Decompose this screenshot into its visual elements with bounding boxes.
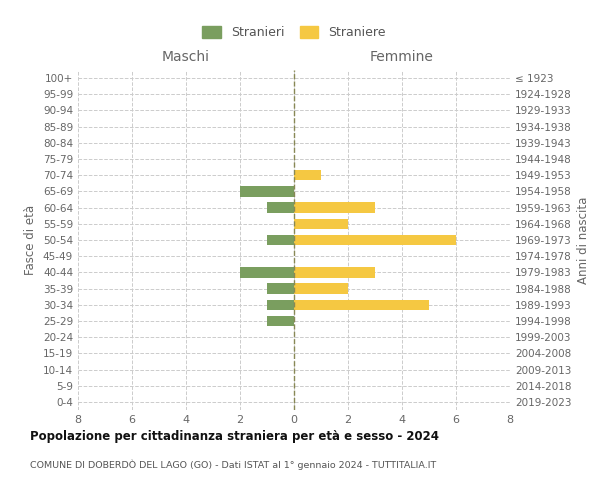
- Bar: [294, 202, 375, 213]
- Bar: [267, 234, 294, 246]
- Y-axis label: Anni di nascita: Anni di nascita: [577, 196, 590, 284]
- Bar: [240, 186, 294, 196]
- Bar: [294, 267, 375, 278]
- Bar: [294, 300, 429, 310]
- Legend: Stranieri, Straniere: Stranieri, Straniere: [197, 21, 391, 44]
- Bar: [267, 284, 294, 294]
- Bar: [240, 267, 294, 278]
- Bar: [267, 316, 294, 326]
- Y-axis label: Fasce di età: Fasce di età: [25, 205, 37, 275]
- Bar: [294, 234, 456, 246]
- Text: COMUNE DI DOBERDÒ DEL LAGO (GO) - Dati ISTAT al 1° gennaio 2024 - TUTTITALIA.IT: COMUNE DI DOBERDÒ DEL LAGO (GO) - Dati I…: [30, 460, 436, 470]
- Text: Femmine: Femmine: [370, 50, 434, 64]
- Bar: [267, 300, 294, 310]
- Text: Popolazione per cittadinanza straniera per età e sesso - 2024: Popolazione per cittadinanza straniera p…: [30, 430, 439, 443]
- Bar: [294, 170, 321, 180]
- Text: Maschi: Maschi: [162, 50, 210, 64]
- Bar: [294, 284, 348, 294]
- Bar: [294, 218, 348, 229]
- Bar: [267, 202, 294, 213]
